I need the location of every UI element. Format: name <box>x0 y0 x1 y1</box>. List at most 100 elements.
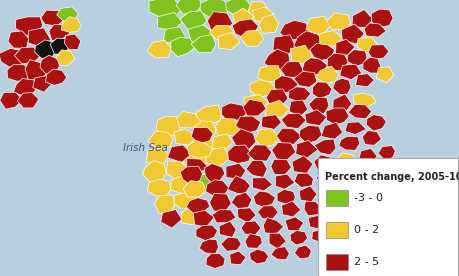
Polygon shape <box>315 66 338 83</box>
Polygon shape <box>249 249 268 264</box>
Polygon shape <box>318 243 331 256</box>
Polygon shape <box>382 159 401 170</box>
Polygon shape <box>196 225 217 241</box>
Polygon shape <box>357 37 378 53</box>
Polygon shape <box>40 55 59 74</box>
Polygon shape <box>289 230 307 245</box>
Polygon shape <box>209 193 231 211</box>
Polygon shape <box>247 145 271 161</box>
Polygon shape <box>174 193 199 209</box>
Polygon shape <box>261 115 281 129</box>
Bar <box>317 158 457 276</box>
Polygon shape <box>45 69 67 85</box>
Polygon shape <box>242 99 266 116</box>
Polygon shape <box>320 184 339 202</box>
Polygon shape <box>225 163 246 179</box>
Polygon shape <box>347 49 366 67</box>
Polygon shape <box>355 74 374 87</box>
Polygon shape <box>358 148 376 164</box>
Polygon shape <box>50 38 68 54</box>
Polygon shape <box>353 93 375 107</box>
Polygon shape <box>272 35 295 56</box>
Polygon shape <box>311 229 329 243</box>
Polygon shape <box>343 183 361 199</box>
Polygon shape <box>304 110 326 126</box>
Polygon shape <box>176 112 201 128</box>
Polygon shape <box>41 10 66 26</box>
Polygon shape <box>305 16 330 36</box>
Polygon shape <box>194 121 215 140</box>
Polygon shape <box>34 40 56 58</box>
Polygon shape <box>0 92 23 109</box>
Polygon shape <box>325 108 348 125</box>
Polygon shape <box>334 227 349 240</box>
Polygon shape <box>176 0 202 14</box>
Polygon shape <box>207 12 232 31</box>
Polygon shape <box>368 45 388 60</box>
Polygon shape <box>179 11 207 30</box>
Polygon shape <box>258 14 278 33</box>
Polygon shape <box>298 186 316 202</box>
Polygon shape <box>186 198 209 213</box>
Polygon shape <box>170 175 192 194</box>
Polygon shape <box>263 217 283 234</box>
Polygon shape <box>387 172 401 187</box>
Polygon shape <box>179 166 202 185</box>
Polygon shape <box>347 104 371 118</box>
Polygon shape <box>308 97 328 114</box>
Polygon shape <box>326 13 350 30</box>
Polygon shape <box>61 17 81 33</box>
Polygon shape <box>49 25 70 41</box>
Polygon shape <box>185 136 214 154</box>
Polygon shape <box>147 40 171 58</box>
Polygon shape <box>375 67 393 83</box>
Polygon shape <box>325 198 341 213</box>
Polygon shape <box>33 76 51 92</box>
Polygon shape <box>240 30 263 46</box>
Polygon shape <box>186 158 208 173</box>
Polygon shape <box>377 145 395 160</box>
Polygon shape <box>154 195 174 214</box>
Polygon shape <box>360 163 378 178</box>
Polygon shape <box>56 50 75 66</box>
Polygon shape <box>257 66 280 82</box>
Polygon shape <box>281 114 306 129</box>
Polygon shape <box>257 206 278 219</box>
Polygon shape <box>191 127 213 144</box>
Polygon shape <box>357 223 372 237</box>
Polygon shape <box>231 192 252 208</box>
Polygon shape <box>351 10 372 28</box>
Polygon shape <box>303 201 320 216</box>
Polygon shape <box>187 25 213 44</box>
Polygon shape <box>237 208 256 223</box>
Polygon shape <box>299 125 321 144</box>
Polygon shape <box>320 122 342 139</box>
Polygon shape <box>308 216 325 229</box>
Polygon shape <box>345 196 364 209</box>
Polygon shape <box>227 176 250 193</box>
Polygon shape <box>285 217 303 231</box>
Polygon shape <box>218 33 240 50</box>
Polygon shape <box>170 38 196 57</box>
Polygon shape <box>181 206 202 225</box>
Polygon shape <box>166 161 190 181</box>
Polygon shape <box>25 60 48 81</box>
Polygon shape <box>289 100 307 116</box>
Polygon shape <box>332 94 351 111</box>
Polygon shape <box>146 148 169 166</box>
Polygon shape <box>313 139 335 155</box>
Polygon shape <box>8 31 28 48</box>
Polygon shape <box>352 209 369 224</box>
Polygon shape <box>341 169 357 184</box>
Polygon shape <box>253 191 275 207</box>
Text: 0 - 2: 0 - 2 <box>353 225 378 235</box>
Polygon shape <box>235 116 260 134</box>
Polygon shape <box>339 64 361 80</box>
Polygon shape <box>341 24 364 44</box>
Bar <box>325 222 347 238</box>
Polygon shape <box>7 64 33 81</box>
Text: Irish Sea: Irish Sea <box>123 143 167 153</box>
Polygon shape <box>263 49 289 71</box>
Polygon shape <box>248 2 267 17</box>
Polygon shape <box>149 0 181 18</box>
